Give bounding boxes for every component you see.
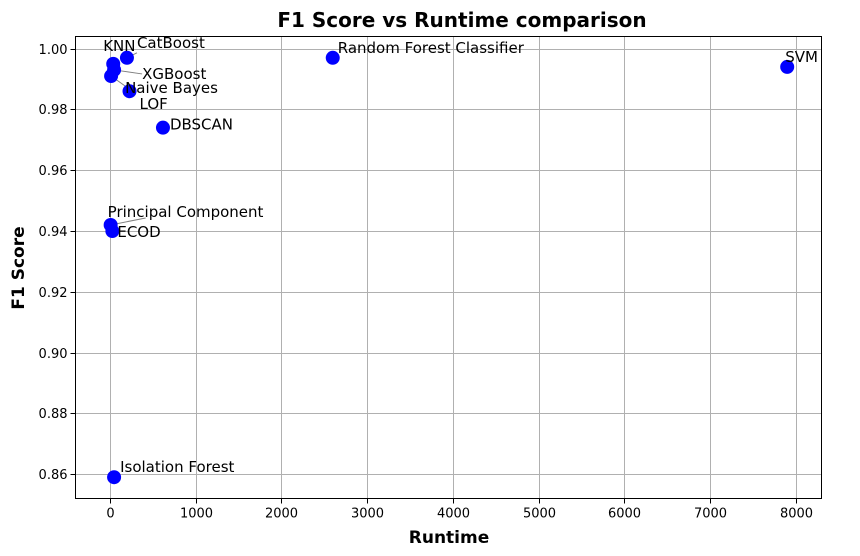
x-axis-ticks: 0 1000 2000 3000 4000 5000 6000 7000 8000 — [106, 498, 813, 522]
data-point — [105, 224, 120, 239]
y-tick-label: 0.86 — [39, 468, 68, 483]
data-point — [119, 50, 134, 65]
data-point — [780, 59, 795, 74]
x-tick-label: 5000 — [523, 507, 556, 522]
data-point-label: ECOD — [117, 223, 160, 241]
y-tick-label: 1.00 — [39, 43, 68, 58]
data-point-label: KNN — [103, 37, 135, 55]
x-tick-label: 3000 — [351, 507, 384, 522]
x-tick-label: 7000 — [694, 507, 727, 522]
data-points — [103, 50, 795, 485]
y-axis-ticks: 0.86 0.88 0.90 0.92 0.94 0.96 0.98 1.00 — [39, 43, 76, 483]
data-point-label: Random Forest Classifier — [338, 39, 525, 57]
y-tick-label: 0.88 — [39, 407, 68, 422]
x-tick-label: 2000 — [265, 507, 298, 522]
y-tick-label: 0.90 — [39, 347, 68, 362]
y-tick-label: 0.96 — [39, 164, 68, 179]
x-axis-label: Runtime — [409, 528, 490, 548]
x-tick-label: 0 — [106, 507, 114, 522]
data-point — [104, 69, 119, 84]
data-point-label: DBSCAN — [170, 116, 233, 134]
x-tick-label: 6000 — [608, 507, 641, 522]
x-tick-label: 1000 — [180, 507, 213, 522]
chart-title: F1 Score vs Runtime comparison — [277, 8, 646, 32]
data-point-label: XGBoost — [142, 65, 206, 83]
data-point-label: SVM — [785, 48, 818, 66]
data-point — [107, 470, 122, 485]
data-point-label: LOF — [140, 95, 168, 113]
data-point-label: Isolation Forest — [120, 458, 234, 476]
y-axis-label: F1 Score — [9, 226, 29, 309]
y-tick-label: 0.94 — [39, 225, 68, 240]
data-point-label: Principal Component — [108, 203, 264, 221]
y-tick-label: 0.92 — [39, 286, 68, 301]
plot-frame — [75, 36, 822, 499]
data-point-label: CatBoost — [137, 34, 205, 52]
data-point-label: Naive Bayes — [125, 79, 218, 97]
x-tick-label: 8000 — [780, 507, 813, 522]
grid-lines — [75, 36, 822, 499]
x-tick-label: 4000 — [437, 507, 470, 522]
y-tick-label: 0.98 — [39, 103, 68, 118]
data-point — [155, 120, 170, 135]
data-point — [122, 84, 137, 99]
data-point — [325, 50, 340, 65]
